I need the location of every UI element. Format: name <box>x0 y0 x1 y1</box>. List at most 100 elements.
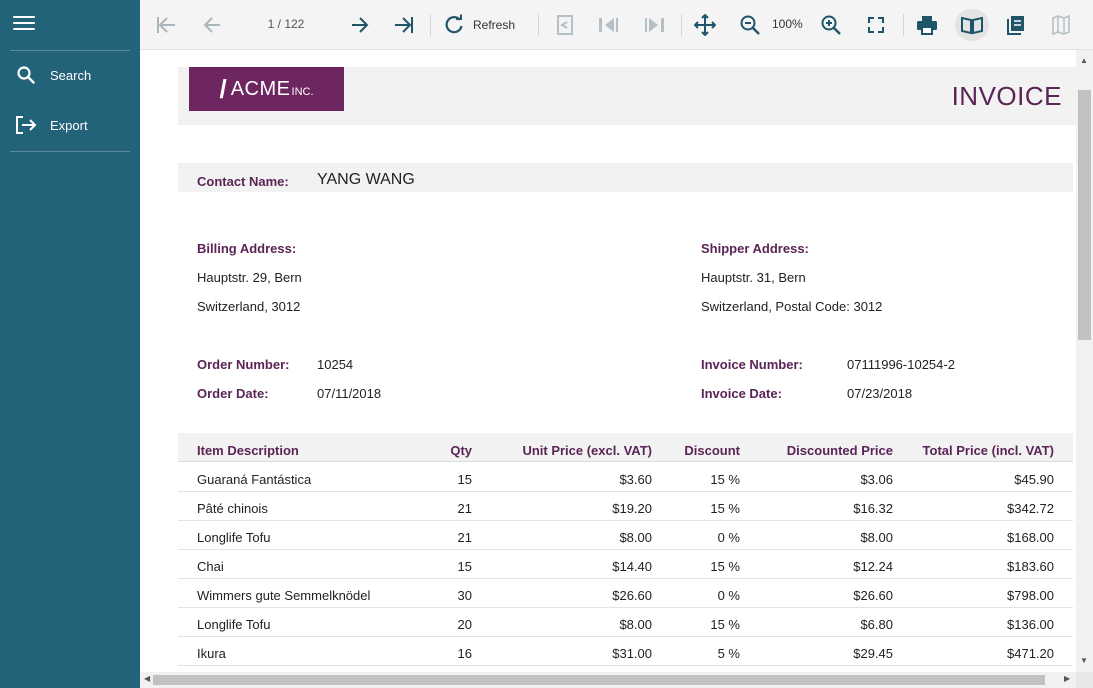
vertical-scroll-thumb[interactable] <box>1078 90 1091 340</box>
column-header-unit-price: Unit Price (excl. VAT) <box>522 443 652 458</box>
toolbar-divider <box>538 14 539 36</box>
print-button[interactable] <box>913 9 941 41</box>
export-icon <box>13 114 39 136</box>
billing-address-label: Billing Address: <box>197 241 297 256</box>
hamburger-menu-icon[interactable] <box>13 16 35 34</box>
stop-rendering-back-button[interactable] <box>595 9 623 41</box>
cell-discount: 15 % <box>710 617 740 632</box>
sidebar-divider <box>10 151 130 152</box>
scroll-left-arrow-icon[interactable]: ◀ <box>144 674 151 683</box>
scroll-up-arrow-icon[interactable]: ▲ <box>1080 56 1088 65</box>
arrow-left-icon <box>203 17 220 33</box>
cell-total-price: $136.00 <box>1007 617 1054 632</box>
cell-discount: 5 % <box>717 646 740 661</box>
cell-qty: 20 <box>457 617 472 632</box>
contact-bar: Contact Name: YANG WANG <box>178 163 1073 192</box>
company-logo: / ACME INC. <box>189 67 344 111</box>
order-date-value: 07/11/2018 <box>317 386 382 401</box>
table-row: Longlife Tofu 21 $8.00 0 % $8.00 $168.00 <box>178 521 1073 550</box>
previous-page-button[interactable] <box>198 9 226 41</box>
cell-qty: 15 <box>457 472 472 487</box>
cell-discount: 0 % <box>717 530 740 545</box>
cell-discounted-price: $16.32 <box>853 501 893 516</box>
items-table-header: Item Description Qty Unit Price (excl. V… <box>178 433 1073 462</box>
search-icon <box>13 64 39 86</box>
move-arrows-icon <box>694 14 716 36</box>
vertical-scrollbar[interactable]: ▲ ▼ <box>1076 50 1093 672</box>
cell-description: Guaraná Fantástica <box>197 472 312 487</box>
zoom-out-icon <box>740 15 760 35</box>
last-page-button[interactable] <box>390 9 418 41</box>
pan-button[interactable] <box>691 9 719 41</box>
parent-report-button[interactable] <box>552 9 578 41</box>
cell-discount: 15 % <box>710 472 740 487</box>
scrollbar-corner <box>1076 672 1093 688</box>
sidebar-item-export[interactable]: Export <box>0 105 140 145</box>
cell-qty: 21 <box>457 501 472 516</box>
document-stack-icon <box>1007 16 1024 35</box>
map-icon <box>1052 15 1070 35</box>
column-header-qty: Qty <box>450 443 472 458</box>
column-header-total-price: Total Price (incl. VAT) <box>922 443 1054 458</box>
cell-unit-price: $31.00 <box>612 646 652 661</box>
zoom-in-button[interactable] <box>817 9 845 41</box>
refresh-button[interactable]: Refresh <box>443 9 531 41</box>
cell-unit-price: $19.20 <box>612 501 652 516</box>
column-header-discount: Discount <box>684 443 740 458</box>
toolbar-divider <box>681 14 682 36</box>
cell-total-price: $342.72 <box>1007 501 1054 516</box>
cell-unit-price: $26.60 <box>612 588 652 603</box>
invoice-number-label: Invoice Number: <box>701 357 803 372</box>
cell-discounted-price: $8.00 <box>860 530 893 545</box>
report-page: / ACME INC. INVOICE Contact Name: YANG WAN… <box>140 50 1076 672</box>
order-number-value: 10254 <box>317 357 354 372</box>
refresh-icon <box>445 14 463 34</box>
cell-qty: 15 <box>457 559 472 574</box>
toolbar: 1 / 122 Refresh 100% <box>140 0 1093 50</box>
scroll-down-arrow-icon[interactable]: ▼ <box>1080 656 1088 665</box>
cell-discounted-price: $3.06 <box>860 472 893 487</box>
cell-discount: 15 % <box>710 501 740 516</box>
contact-name-label: Contact Name: <box>197 174 289 189</box>
billing-address-line2: Switzerland, 3012 <box>197 299 301 314</box>
step-back-icon <box>599 18 618 32</box>
first-page-icon <box>157 17 175 33</box>
cell-discounted-price: $26.60 <box>853 588 893 603</box>
horizontal-scroll-thumb[interactable] <box>153 675 1045 685</box>
zoom-level-select[interactable]: 100% <box>772 17 803 31</box>
shipper-address-line2: Switzerland, Postal Code: 3012 <box>701 299 883 314</box>
page-indicator[interactable]: 1 / 122 <box>267 17 305 31</box>
cell-description: Pâté chinois <box>197 501 268 516</box>
fullscreen-icon <box>868 17 884 33</box>
scroll-right-arrow-icon[interactable]: ▶ <box>1064 674 1071 683</box>
cell-description: Ikura <box>197 646 226 661</box>
cell-qty: 16 <box>457 646 472 661</box>
toolbar-divider <box>430 14 431 36</box>
toolbar-divider <box>903 14 904 36</box>
sidebar-divider <box>10 50 130 51</box>
cell-description: Longlife Tofu <box>197 530 271 545</box>
cell-unit-price: $8.00 <box>619 530 652 545</box>
sidebar-item-search[interactable]: Search <box>0 55 140 95</box>
invoice-title: INVOICE <box>951 81 1062 111</box>
first-page-button[interactable] <box>152 9 180 41</box>
step-forward-button[interactable] <box>640 9 668 41</box>
cell-qty: 30 <box>457 588 472 603</box>
toggle-document-map-button[interactable] <box>1002 9 1030 41</box>
column-header-discounted-price: Discounted Price <box>786 443 893 458</box>
open-book-icon <box>961 16 983 35</box>
toggle-side-panel-button[interactable] <box>1047 9 1075 41</box>
invoice-date-label: Invoice Date: <box>701 386 782 401</box>
table-row: Pâté chinois 21 $19.20 15 % $16.32 $342.72 <box>178 492 1073 521</box>
print-preview-toggle[interactable] <box>955 9 989 41</box>
full-screen-button[interactable] <box>862 9 890 41</box>
last-page-icon <box>395 17 413 33</box>
step-forward-icon <box>645 18 664 32</box>
next-page-button[interactable] <box>346 9 374 41</box>
arrow-right-icon <box>352 17 369 33</box>
cell-unit-price: $14.40 <box>612 559 652 574</box>
cell-discounted-price: $29.45 <box>853 646 893 661</box>
cell-discounted-price: $6.80 <box>860 617 893 632</box>
zoom-out-button[interactable] <box>736 9 764 41</box>
horizontal-scrollbar[interactable]: ◀ ▶ <box>140 672 1076 688</box>
